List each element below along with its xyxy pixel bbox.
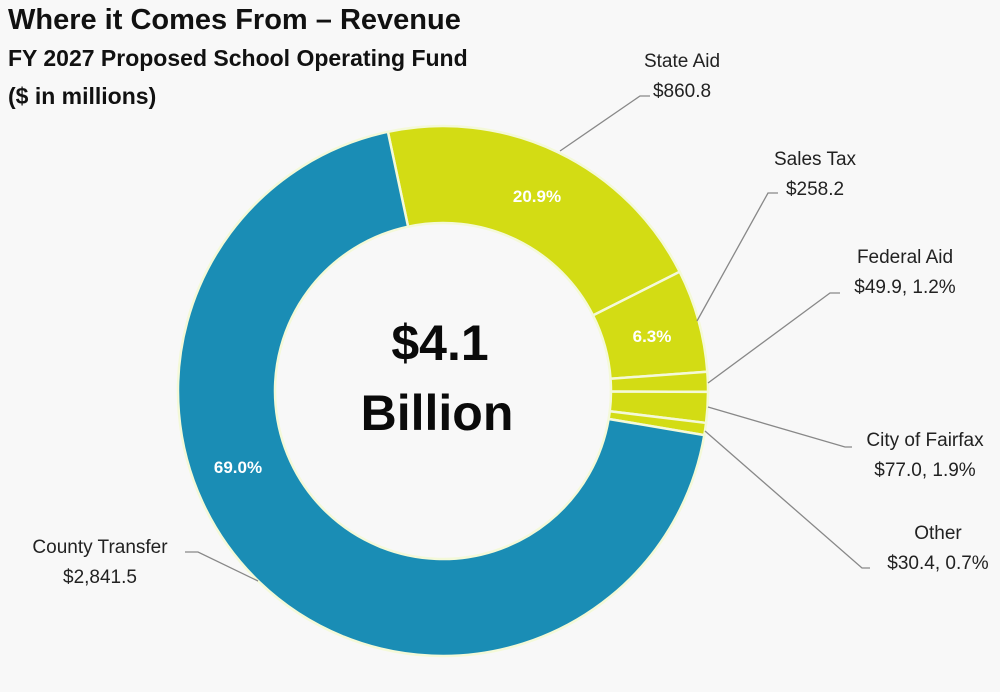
leader-line: [696, 192, 778, 322]
chart-subtitle: FY 2027 Proposed School Operating Fund: [8, 45, 468, 71]
leader-line: [185, 551, 259, 582]
leader-line: [707, 292, 840, 384]
callout-name: Other: [914, 523, 962, 544]
callout-name: Sales Tax: [774, 149, 857, 170]
callout-name: State Aid: [644, 51, 720, 72]
callout-value: $2,841.5: [63, 567, 137, 588]
callout-value: $49.9, 1.2%: [854, 277, 956, 298]
callout-value: $30.4, 0.7%: [887, 553, 989, 574]
leader-lines: [185, 95, 870, 582]
callout-value: $258.2: [786, 179, 844, 200]
slice-percent-label: 20.9%: [513, 187, 561, 206]
center-total-unit: Billion: [361, 385, 514, 441]
leader-line: [559, 95, 650, 152]
center-total-amount: $4.1: [391, 315, 488, 371]
slice-percent-label: 69.0%: [214, 458, 262, 477]
chart-title: Where it Comes From – Revenue: [8, 4, 461, 36]
callout-name: Federal Aid: [857, 247, 953, 268]
callout-name: City of Fairfax: [866, 430, 984, 451]
callout-value: $860.8: [653, 81, 711, 102]
slice-county-transfer: [176, 130, 706, 658]
callout-labels: 20.9% State Aid $860.8 6.3% Sales Tax $258.2 F…: [32, 51, 988, 588]
callout-name: County Transfer: [32, 537, 168, 558]
callout-value: $77.0, 1.9%: [874, 460, 976, 481]
slice-percent-label: 6.3%: [633, 327, 672, 346]
slice-state-aid: [386, 124, 682, 318]
donut-slices: [176, 124, 710, 658]
leader-line: [707, 406, 852, 448]
chart-units: ($ in millions): [8, 83, 157, 109]
leader-line: [704, 430, 870, 569]
